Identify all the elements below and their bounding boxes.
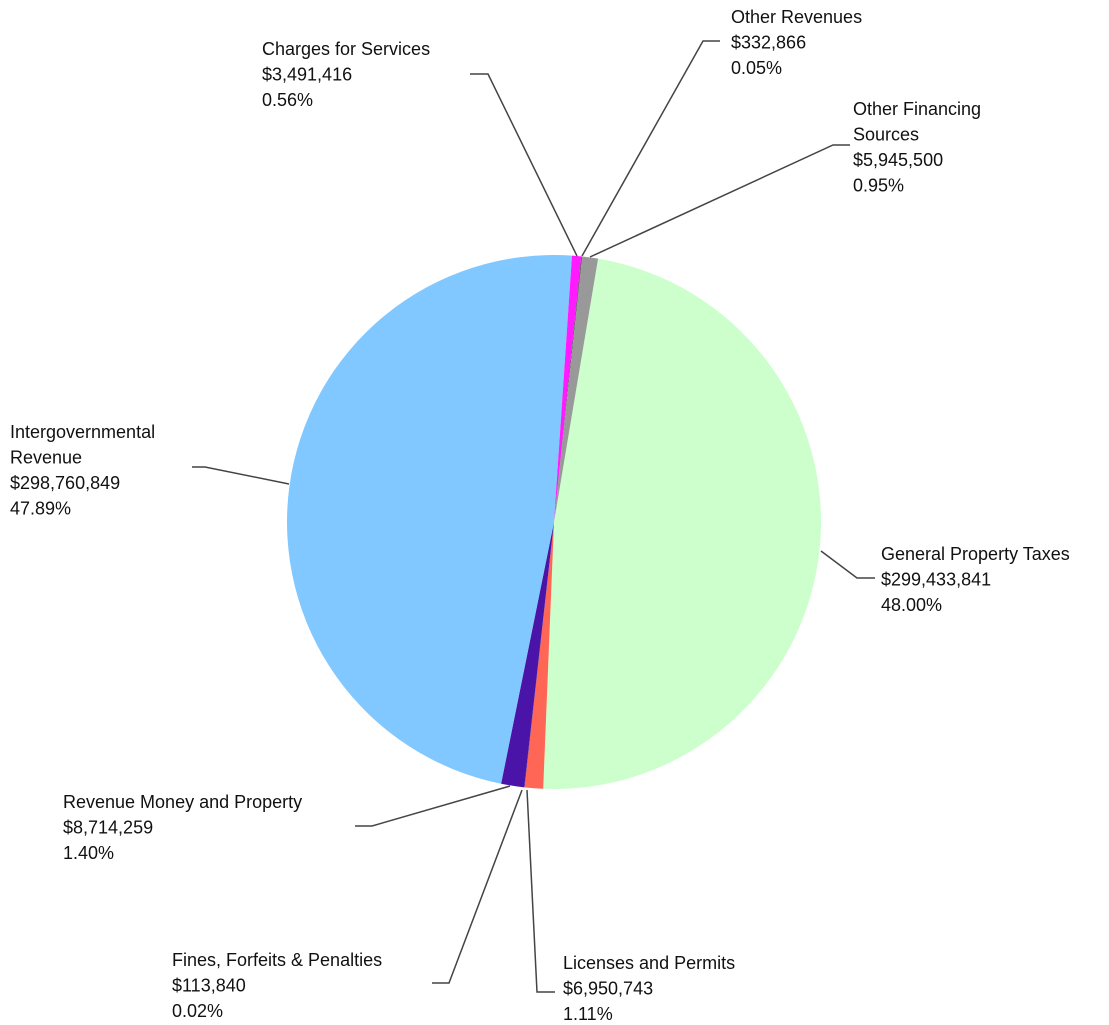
leader-line [820,550,875,579]
slice-label-value: $298,760,849 [10,473,120,493]
pie-slice [501,522,554,788]
slice-label-percent: 1.40% [63,843,114,863]
slice-label-percent: 0.95% [853,175,904,195]
pie-slice [524,522,554,789]
leader-line [589,144,850,258]
pie-slice [554,256,583,522]
pie-slice [287,255,572,784]
slice-label-name: Licenses and Permits [563,953,735,973]
name-line: Revenue [10,447,82,467]
name-line: Intergovernmental [10,422,155,442]
slice-label-percent: 0.05% [731,58,782,78]
slice-label-name: Other Revenues [731,7,862,27]
slice-label-name: Other Financing Sources [853,99,981,145]
slice-label-value: $3,491,416 [262,64,352,84]
slice-label-value: $8,714,259 [63,817,153,837]
pie-slice [554,255,582,522]
pie-slice [543,258,822,790]
pie-slice [524,522,554,788]
name-line: Sources [853,124,919,144]
slice-label-value: $6,950,743 [563,978,653,998]
slice-label-value: $299,433,841 [881,569,991,589]
slice-label-name: Fines, Forfeits & Penalties [172,950,382,970]
slice-label-percent: 48.00% [881,595,942,615]
slice-label-percent: 0.02% [172,1001,223,1021]
slice-label-name: General Property Taxes [881,544,1070,564]
slice-label-value: $332,866 [731,32,806,52]
slice-label-percent: 47.89% [10,498,71,518]
slice-label-value: $113,840 [172,975,246,995]
slice-label-percent: 0.56% [262,90,313,110]
slice-label-name: Intergovernmental Revenue [10,422,155,468]
leader-line [526,789,555,993]
slice-label-value: $5,945,500 [853,150,943,170]
pie-slice [554,256,599,522]
slice-label-name: Revenue Money and Property [63,792,302,812]
leader-line [355,785,511,827]
leader-line [581,40,720,257]
leader-line [192,466,290,485]
leader-line [432,789,523,984]
slice-label-percent: 1.11% [563,1004,613,1024]
leader-line [470,73,578,257]
name-line: Other Financing [853,99,981,119]
slice-label-name: Charges for Services [262,39,430,59]
